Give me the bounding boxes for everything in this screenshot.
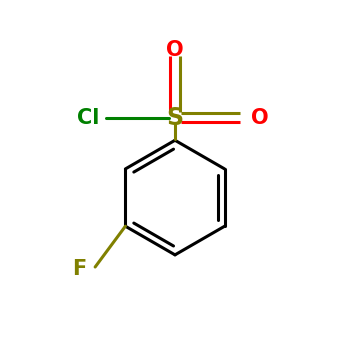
Text: Cl: Cl [77, 108, 99, 128]
Text: O: O [251, 108, 268, 128]
Text: S: S [167, 106, 183, 130]
Text: O: O [166, 40, 184, 60]
Text: F: F [72, 259, 86, 279]
